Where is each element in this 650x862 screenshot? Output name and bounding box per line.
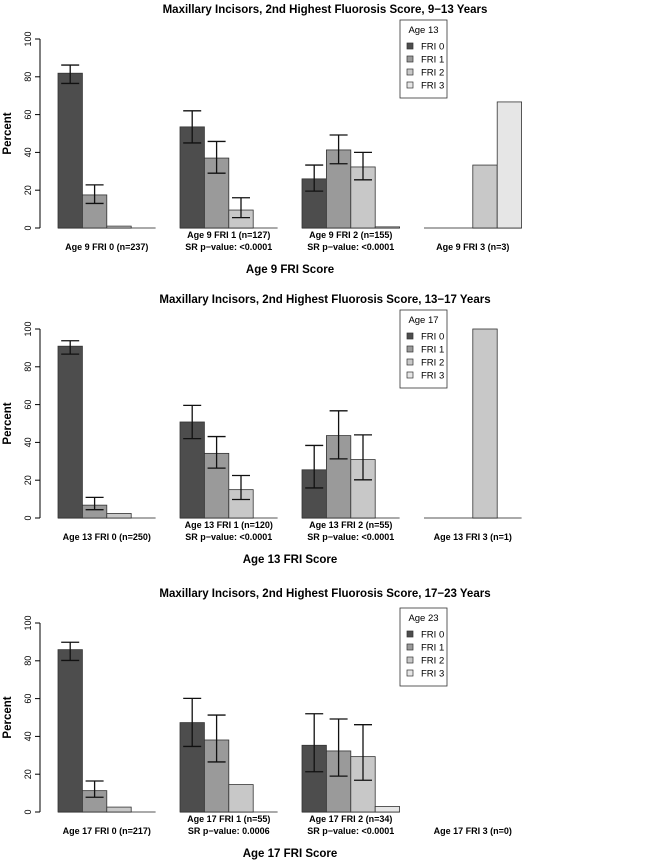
legend-label: FRI 0 <box>421 332 444 343</box>
y-tick-label: 80 <box>23 72 33 82</box>
legend-label: FRI 0 <box>421 630 444 641</box>
legend-label: FRI 1 <box>421 345 444 356</box>
legend-label: FRI 1 <box>421 643 444 654</box>
group-label: SR p−value: <0.0001 <box>307 242 394 252</box>
legend-swatch <box>406 42 414 50</box>
group-label: SR p−value: 0.0006 <box>188 826 270 836</box>
group-label: Age 13 FRI 3 (n=1) <box>434 532 512 542</box>
y-tick-label: 60 <box>23 400 33 410</box>
bar-fri-2 <box>472 328 498 519</box>
bar-fri-2 <box>106 225 132 229</box>
group-label: SR p−value: <0.0001 <box>307 826 394 836</box>
group-label: Age 17 FRI 3 (n=0) <box>434 826 512 836</box>
bar-fri-3 <box>374 226 401 229</box>
legend: Age 17 FRI 0 FRI 1 FRI 2 FRI 3 <box>399 309 448 389</box>
group-label: Age 13 FRI 0 (n=250) <box>63 532 151 542</box>
chart-title: Maxillary Incisors, 2nd Highest Fluorosi… <box>159 588 490 600</box>
y-tick-label: 100 <box>23 615 33 630</box>
bar-fri-0 <box>57 649 83 813</box>
group-label: SR p−value: <0.0001 <box>185 242 272 252</box>
group-label: SR p−value: <0.0001 <box>185 532 272 542</box>
chart-panel-3: Maxillary Incisors, 2nd Highest Fluorosi… <box>2 588 512 860</box>
bar-fri-2 <box>228 784 254 813</box>
legend: Age 13 FRI 0 FRI 1 FRI 2 FRI 3 <box>399 19 448 99</box>
y-tick-label: 40 <box>23 147 33 157</box>
bar-fri-3 <box>496 101 523 229</box>
y-tick-label: 20 <box>23 185 33 195</box>
bar-fri-0 <box>57 345 83 519</box>
bar-fri-3 <box>374 806 401 813</box>
y-tick-label: 0 <box>23 225 33 230</box>
legend-swatch <box>406 630 414 638</box>
chart-panel-2: Maxillary Incisors, 2nd Highest Fluorosi… <box>2 294 522 566</box>
group-label: Age 17 FRI 0 (n=217) <box>63 826 151 836</box>
legend: Age 23 FRI 0 FRI 1 FRI 2 FRI 3 <box>399 607 448 687</box>
legend-label: FRI 3 <box>421 669 444 680</box>
legend-swatch <box>406 55 414 63</box>
legend-swatch <box>406 345 414 353</box>
y-tick-label: 20 <box>23 769 33 779</box>
legend-swatch <box>406 669 414 677</box>
group-label: Age 9 FRI 1 (n=127) <box>187 230 270 240</box>
legend-swatch <box>406 81 414 89</box>
y-tick-label: 100 <box>23 31 33 46</box>
y-tick-label: 80 <box>23 362 33 372</box>
legend-label: FRI 1 <box>421 55 444 66</box>
group-label: Age 13 FRI 1 (n=120) <box>185 520 273 530</box>
y-tick-label: 80 <box>23 656 33 666</box>
legend-label: FRI 2 <box>421 656 444 667</box>
chart-panel-1: Maxillary Incisors, 2nd Highest Fluorosi… <box>2 4 523 276</box>
group-label: Age 9 FRI 0 (n=237) <box>65 242 148 252</box>
bar-fri-2 <box>106 513 132 519</box>
y-tick-label: 40 <box>23 437 33 447</box>
y-axis-title: Percent <box>2 112 14 154</box>
legend-label: FRI 3 <box>421 81 444 92</box>
legend-swatch <box>406 656 414 664</box>
legend-swatch <box>406 371 414 379</box>
legend-label: FRI 0 <box>421 42 444 53</box>
legend-swatch <box>406 643 414 651</box>
x-axis-title: Age 13 FRI Score <box>243 554 338 566</box>
group-label: SR p−value: <0.0001 <box>307 532 394 542</box>
legend-title: Age 23 <box>408 613 438 624</box>
group-label: Age 9 FRI 3 (n=3) <box>436 242 509 252</box>
legend-label: FRI 2 <box>421 358 444 369</box>
y-axis-title: Percent <box>2 696 14 738</box>
y-tick-label: 100 <box>23 321 33 336</box>
x-axis-title: Age 17 FRI Score <box>243 848 338 860</box>
bar-fri-2 <box>472 164 498 229</box>
chart-title: Maxillary Incisors, 2nd Highest Fluorosi… <box>163 4 488 16</box>
legend-swatch <box>406 68 414 76</box>
bar-fri-0 <box>57 72 83 229</box>
legend-label: FRI 2 <box>421 68 444 79</box>
legend-swatch <box>406 358 414 366</box>
chart-title: Maxillary Incisors, 2nd Highest Fluorosi… <box>159 294 490 306</box>
y-tick-label: 60 <box>23 110 33 120</box>
legend-title: Age 17 <box>408 315 438 326</box>
group-label: Age 17 FRI 2 (n=34) <box>309 814 392 824</box>
legend-swatch <box>406 332 414 340</box>
legend-title: Age 13 <box>408 25 438 36</box>
bar-fri-2 <box>106 806 132 813</box>
y-axis-title: Percent <box>2 402 14 444</box>
group-label: Age 17 FRI 1 (n=55) <box>187 814 270 824</box>
group-label: Age 9 FRI 2 (n=155) <box>309 230 392 240</box>
group-label: Age 13 FRI 2 (n=55) <box>309 520 392 530</box>
y-tick-label: 0 <box>23 809 33 814</box>
legend-label: FRI 3 <box>421 371 444 382</box>
y-tick-label: 40 <box>23 731 33 741</box>
y-tick-label: 0 <box>23 515 33 520</box>
y-tick-label: 60 <box>23 694 33 704</box>
y-tick-label: 20 <box>23 475 33 485</box>
x-axis-title: Age 9 FRI Score <box>246 264 334 276</box>
